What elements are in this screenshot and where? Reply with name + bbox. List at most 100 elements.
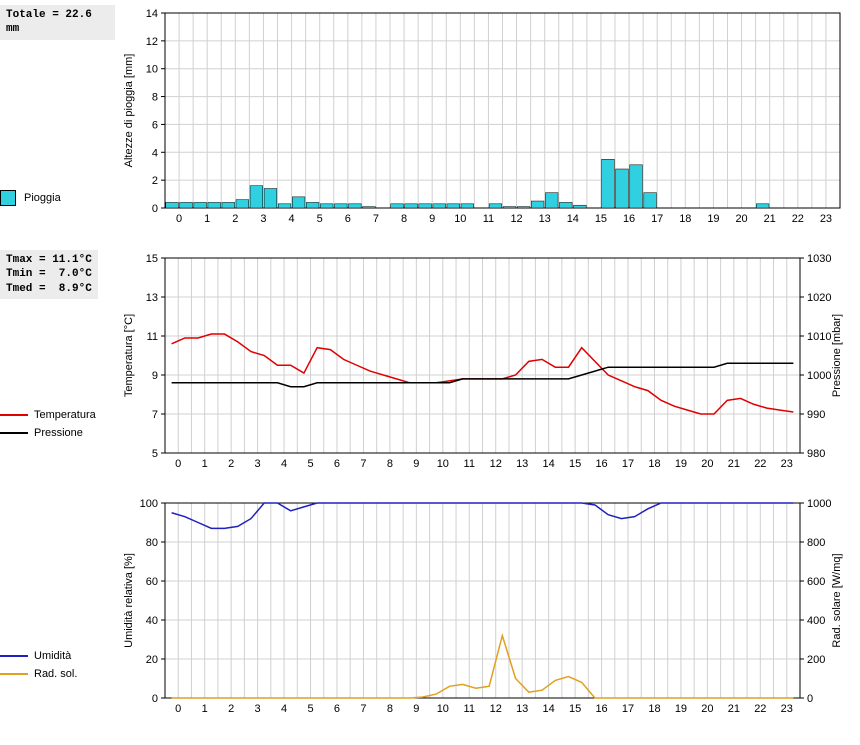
svg-text:12: 12 — [146, 36, 158, 48]
svg-text:4: 4 — [152, 147, 158, 159]
humidity-chart-svg: 0204060801000200400600800100001234567891… — [120, 495, 850, 730]
rain-chart-area: 0246810121401234567891011121314151617181… — [120, 5, 850, 240]
svg-text:12: 12 — [490, 458, 502, 470]
svg-text:4: 4 — [289, 213, 295, 225]
svg-text:20: 20 — [735, 213, 747, 225]
rain-legend-label: Pioggia — [24, 192, 61, 204]
svg-text:14: 14 — [567, 213, 579, 225]
temp-pressure-panel: Tmax = 11.1°CTmin = 7.0°CTmed = 8.9°C Te… — [0, 250, 850, 485]
temp-stats-box: Tmax = 11.1°CTmin = 7.0°CTmed = 8.9°C — [0, 250, 98, 299]
svg-text:7: 7 — [360, 458, 366, 470]
svg-text:20: 20 — [701, 458, 713, 470]
svg-text:20: 20 — [146, 654, 158, 666]
rain-swatch-icon — [0, 190, 16, 206]
svg-text:18: 18 — [648, 458, 660, 470]
svg-text:8: 8 — [387, 458, 393, 470]
svg-text:200: 200 — [807, 654, 825, 666]
svg-text:10: 10 — [437, 703, 449, 715]
svg-text:15: 15 — [595, 213, 607, 225]
svg-text:0: 0 — [176, 213, 182, 225]
svg-text:13: 13 — [146, 292, 158, 304]
svg-text:10: 10 — [437, 458, 449, 470]
svg-text:19: 19 — [675, 703, 687, 715]
humidity-chart-area: 0204060801000200400600800100001234567891… — [120, 495, 850, 730]
svg-text:2: 2 — [152, 175, 158, 187]
svg-text:1: 1 — [202, 458, 208, 470]
svg-text:19: 19 — [707, 213, 719, 225]
radiation-legend-label: Rad. sol. — [34, 668, 77, 680]
rain-chart-svg: 0246810121401234567891011121314151617181… — [120, 5, 850, 240]
humidity-line-icon — [0, 655, 28, 657]
svg-text:13: 13 — [516, 458, 528, 470]
svg-text:0: 0 — [152, 693, 158, 705]
svg-text:11: 11 — [464, 458, 475, 470]
svg-text:18: 18 — [679, 213, 691, 225]
svg-text:17: 17 — [622, 703, 634, 715]
svg-text:3: 3 — [260, 213, 266, 225]
svg-text:20: 20 — [701, 703, 713, 715]
svg-text:4: 4 — [281, 703, 287, 715]
temperature-legend-label: Temperatura — [34, 409, 96, 421]
svg-text:10: 10 — [146, 64, 158, 76]
temp-chart-svg: 5791113159809901000101010201030012345678… — [120, 250, 850, 485]
svg-text:Pressione [mbar]: Pressione [mbar] — [831, 314, 843, 397]
svg-text:11: 11 — [147, 331, 158, 343]
svg-text:400: 400 — [807, 615, 825, 627]
svg-text:60: 60 — [146, 576, 158, 588]
svg-text:14: 14 — [543, 458, 555, 470]
svg-text:80: 80 — [146, 537, 158, 549]
svg-text:17: 17 — [651, 213, 663, 225]
svg-text:19: 19 — [675, 458, 687, 470]
legend-item-rain: Pioggia — [0, 190, 115, 206]
svg-text:18: 18 — [648, 703, 660, 715]
svg-text:16: 16 — [595, 703, 607, 715]
rain-panel: Totale = 22.6 mm Pioggia 024681012140123… — [0, 5, 850, 240]
svg-text:3: 3 — [255, 458, 261, 470]
svg-text:22: 22 — [754, 703, 766, 715]
svg-text:7: 7 — [360, 703, 366, 715]
svg-text:100: 100 — [140, 498, 158, 510]
svg-text:2: 2 — [228, 458, 234, 470]
temp-chart-area: 5791113159809901000101010201030012345678… — [120, 250, 850, 485]
svg-text:1: 1 — [204, 213, 210, 225]
svg-text:21: 21 — [728, 703, 740, 715]
svg-text:15: 15 — [569, 703, 581, 715]
svg-text:5: 5 — [307, 703, 313, 715]
legend-item-humidity: Umidità — [0, 650, 115, 662]
svg-text:15: 15 — [569, 458, 581, 470]
svg-text:21: 21 — [764, 213, 776, 225]
pressure-legend-label: Pressione — [34, 427, 83, 439]
legend-item-radiation: Rad. sol. — [0, 668, 115, 680]
humidity-radiation-panel: Umidità Rad. sol. 0204060801000200400600… — [0, 495, 850, 730]
legend-item-pressure: Pressione — [0, 427, 115, 439]
svg-text:6: 6 — [345, 213, 351, 225]
svg-text:1030: 1030 — [807, 253, 831, 265]
svg-text:14: 14 — [543, 703, 555, 715]
svg-text:4: 4 — [281, 458, 287, 470]
svg-text:0: 0 — [175, 458, 181, 470]
svg-text:15: 15 — [146, 253, 158, 265]
svg-text:7: 7 — [373, 213, 379, 225]
humidity-legend-label: Umidità — [34, 650, 71, 662]
svg-text:6: 6 — [334, 703, 340, 715]
svg-text:2: 2 — [232, 213, 238, 225]
legend-item-temperature: Temperatura — [0, 409, 115, 421]
svg-text:Umidità relativa [%]: Umidità relativa [%] — [123, 553, 135, 648]
svg-text:5: 5 — [307, 458, 313, 470]
svg-text:1010: 1010 — [807, 331, 831, 343]
svg-text:5: 5 — [317, 213, 323, 225]
pressure-line-icon — [0, 432, 28, 434]
svg-text:990: 990 — [807, 409, 825, 421]
svg-text:0: 0 — [807, 693, 813, 705]
humidity-legend-col: Umidità Rad. sol. — [0, 495, 120, 730]
svg-text:980: 980 — [807, 448, 825, 460]
svg-text:11: 11 — [464, 703, 475, 715]
svg-text:23: 23 — [781, 458, 793, 470]
svg-text:22: 22 — [754, 458, 766, 470]
svg-text:1000: 1000 — [807, 498, 831, 510]
svg-text:17: 17 — [622, 458, 634, 470]
svg-text:6: 6 — [334, 458, 340, 470]
svg-text:600: 600 — [807, 576, 825, 588]
svg-text:12: 12 — [490, 703, 502, 715]
svg-text:8: 8 — [152, 92, 158, 104]
